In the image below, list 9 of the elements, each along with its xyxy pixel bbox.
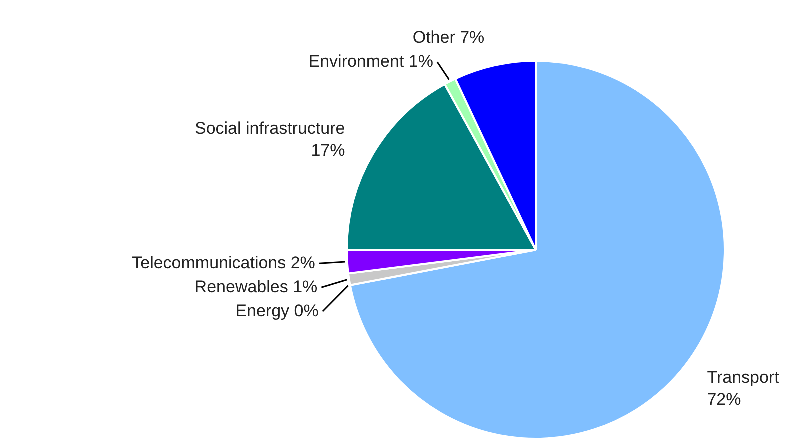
slice-label: Renewables 1%	[194, 277, 318, 296]
data-label: 72%	[707, 390, 742, 410]
category-label: Energy 0%	[236, 301, 319, 320]
slice-label: Other 7%	[412, 28, 485, 47]
slice-label: Transport	[707, 368, 780, 388]
slice-label: Social infrastructure	[194, 119, 346, 138]
slice-label: Environment 1%	[308, 52, 434, 71]
data-label: 17%	[311, 141, 346, 160]
slice-label: Telecommunications 2%	[132, 253, 316, 272]
